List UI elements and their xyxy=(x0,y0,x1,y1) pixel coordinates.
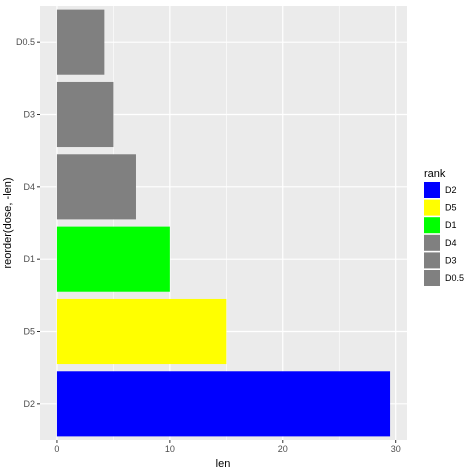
bar-D3 xyxy=(56,81,114,148)
legend: rank D2 D5 D1 D4 D3 D0.5 xyxy=(424,168,464,286)
minor-gridlines xyxy=(113,6,340,440)
legend-title: rank xyxy=(424,168,446,180)
bar-D0.5 xyxy=(56,9,105,75)
legend-key xyxy=(424,270,440,286)
y-tick-label: D1 xyxy=(23,254,35,264)
legend-key xyxy=(424,217,440,234)
y-tick-label: D3 xyxy=(23,110,35,120)
y-axis-ticks: D2 D5 D1 D4 D3 D0.5 xyxy=(16,37,40,409)
bar-D1 xyxy=(56,226,170,292)
legend-key xyxy=(424,234,440,251)
y-axis-title: reorder(dose, -len) xyxy=(2,177,14,268)
bars xyxy=(56,9,391,437)
legend-key xyxy=(424,182,440,198)
y-tick-label: D5 xyxy=(23,327,35,337)
legend-key xyxy=(424,199,440,216)
bar-D5 xyxy=(56,298,227,365)
legend-label: D1 xyxy=(445,220,457,230)
x-tick-label: 0 xyxy=(54,444,59,454)
y-tick-label: D2 xyxy=(23,399,35,409)
plot-panel xyxy=(40,6,407,440)
legend-label: D0.5 xyxy=(445,273,464,283)
x-axis-ticks: 0 10 20 30 xyxy=(54,440,401,454)
y-tick-label: D0.5 xyxy=(16,37,35,47)
legend-label: D3 xyxy=(445,255,457,265)
x-tick-label: 30 xyxy=(391,444,401,454)
x-axis-title: len xyxy=(216,458,231,470)
legend-label: D5 xyxy=(445,203,457,213)
bar-D4 xyxy=(56,154,136,220)
legend-label: D4 xyxy=(445,238,457,248)
x-tick-label: 10 xyxy=(165,444,175,454)
legend-label: D2 xyxy=(445,185,457,195)
y-tick-label: D4 xyxy=(23,182,35,192)
bar-D2 xyxy=(56,371,391,437)
legend-key xyxy=(424,252,440,269)
x-tick-label: 20 xyxy=(278,444,288,454)
